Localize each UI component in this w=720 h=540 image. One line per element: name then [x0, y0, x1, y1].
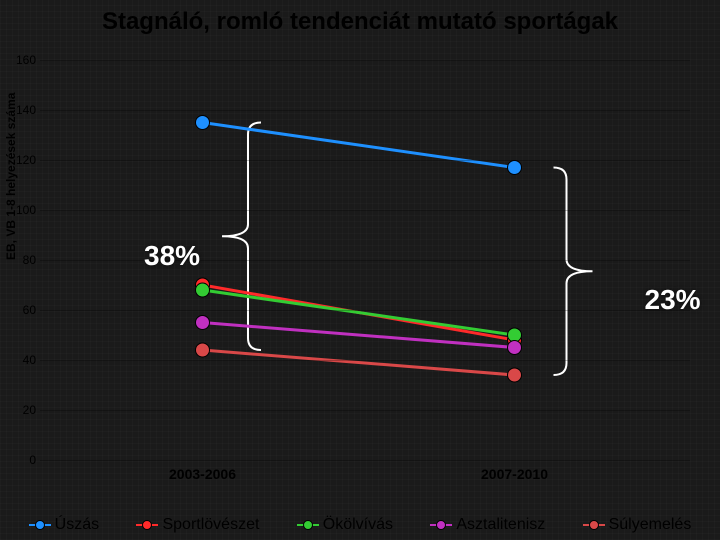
- y-tick-label: 120: [10, 153, 36, 167]
- y-axis-label: EB, VB 1-8 helyezések száma: [4, 93, 18, 260]
- legend-swatch: [136, 519, 158, 531]
- y-tick-label: 60: [10, 303, 36, 317]
- legend: Úszás Sportlövészet Ökölvívás Asztalitenisz…: [10, 516, 710, 534]
- gridline: [40, 110, 690, 111]
- legend-item: Ökölvívás: [297, 516, 393, 534]
- y-tick-label: 80: [10, 253, 36, 267]
- y-tick-label: 140: [10, 103, 36, 117]
- legend-label: Ökölvívás: [323, 516, 393, 534]
- data-point: [196, 283, 210, 297]
- gridline: [40, 310, 690, 311]
- gridline: [40, 460, 690, 461]
- legend-item: Úszás: [29, 516, 99, 534]
- legend-item: Sportlövészet: [136, 516, 259, 534]
- legend-swatch: [297, 519, 319, 531]
- y-tick-label: 100: [10, 203, 36, 217]
- y-tick-label: 0: [10, 453, 36, 467]
- series-line: [203, 350, 515, 375]
- data-point: [196, 343, 210, 357]
- legend-item: Asztalitenisz: [430, 516, 545, 534]
- y-tick-label: 40: [10, 353, 36, 367]
- x-tick-label: 2007-2010: [481, 466, 548, 482]
- legend-swatch: [29, 519, 51, 531]
- legend-label: Sportlövészet: [162, 516, 259, 534]
- series-line: [203, 290, 515, 335]
- data-point: [508, 328, 522, 342]
- gridline: [40, 260, 690, 261]
- x-tick-label: 2003-2006: [169, 466, 236, 482]
- annotation: 23%: [645, 284, 701, 316]
- data-point: [508, 341, 522, 355]
- chart-title: Stagnáló, romló tendenciát mutató sportá…: [0, 8, 720, 37]
- gridline: [40, 210, 690, 211]
- legend-swatch: [430, 519, 452, 531]
- gridline: [40, 410, 690, 411]
- legend-label: Asztalitenisz: [456, 516, 545, 534]
- data-point: [508, 161, 522, 175]
- data-point: [196, 116, 210, 130]
- legend-swatch: [583, 519, 605, 531]
- annotation: 38%: [144, 240, 200, 272]
- chart-plot-area: 0204060801001201401602003-20062007-20103…: [40, 60, 690, 460]
- legend-label: Súlyemelés: [609, 516, 692, 534]
- gridline: [40, 360, 690, 361]
- y-tick-label: 20: [10, 403, 36, 417]
- data-point: [508, 368, 522, 382]
- gridline: [40, 60, 690, 61]
- bracket: [554, 168, 593, 376]
- bracket: [222, 123, 261, 351]
- legend-item: Súlyemelés: [583, 516, 692, 534]
- data-point: [196, 316, 210, 330]
- y-tick-label: 160: [10, 53, 36, 67]
- legend-label: Úszás: [55, 516, 99, 534]
- gridline: [40, 160, 690, 161]
